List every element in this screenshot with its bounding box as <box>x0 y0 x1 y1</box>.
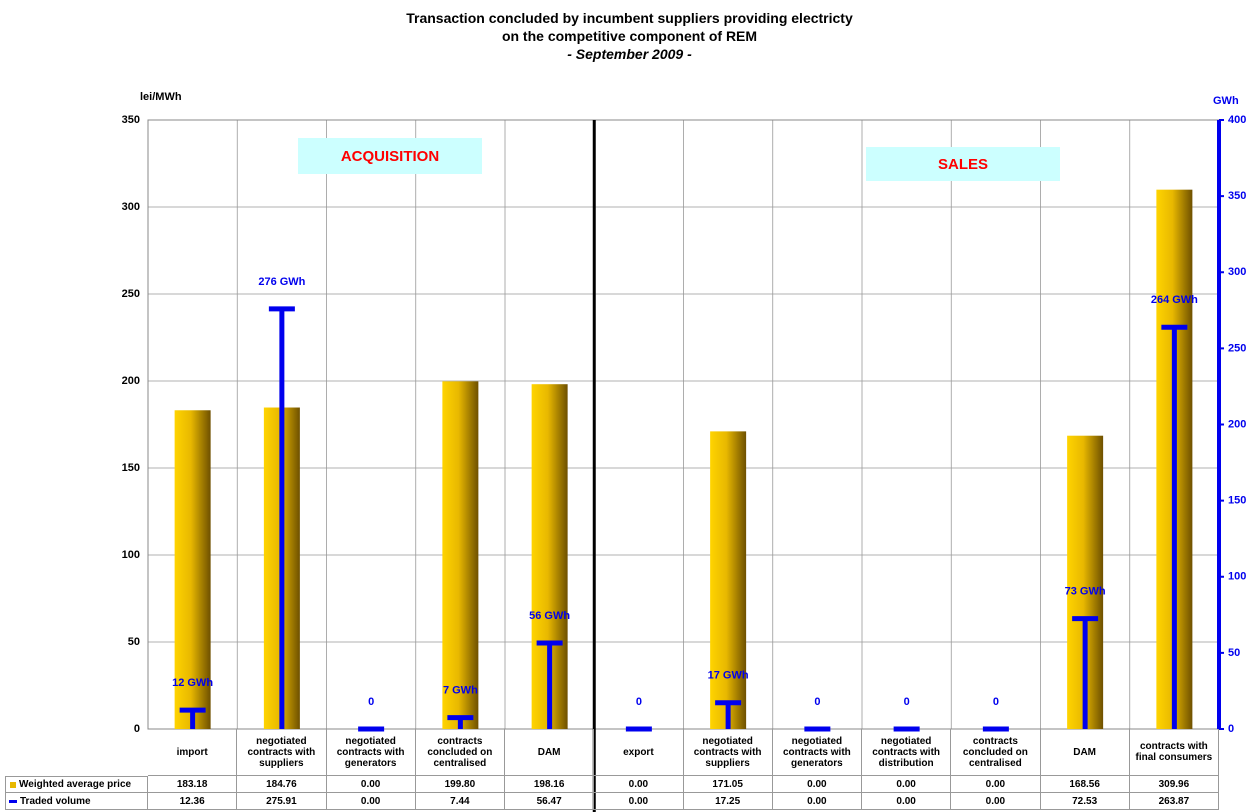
volume-label: 12 GWh <box>172 677 213 689</box>
volume-label: 0 <box>636 696 642 708</box>
table-value: 7.44 <box>415 793 505 810</box>
table-value: 263.87 <box>1129 793 1219 810</box>
chart-title: on the competitive component of REM <box>501 28 758 44</box>
category-label: import <box>148 729 238 776</box>
volume-label: 276 GWh <box>258 276 305 288</box>
legend-entry: Traded volume <box>5 793 148 810</box>
y-tick-label: 300 <box>122 201 140 213</box>
y-axis-label: lei/MWh <box>140 91 182 103</box>
table-value: 0.00 <box>862 793 952 810</box>
y2-tick-label: 100 <box>1228 571 1246 583</box>
volume-label: 0 <box>368 696 374 708</box>
volume-marker <box>179 707 206 729</box>
category-label: negotiated contracts with generators <box>326 729 416 776</box>
y2-tick-label: 50 <box>1228 647 1240 659</box>
y2-tick-label: 200 <box>1228 418 1246 430</box>
legend-label: Weighted average price <box>19 779 132 790</box>
legend-entry: Weighted average price <box>5 776 148 793</box>
legend-label: Traded volume <box>20 795 91 807</box>
volume-label: 0 <box>993 696 999 708</box>
price-bar <box>442 381 479 729</box>
annotation: ACQUISITION <box>298 138 482 174</box>
y-tick-label: 150 <box>122 462 140 474</box>
category-label: contracts concluded on centralised <box>415 729 505 776</box>
category-label: contracts concluded on centralised <box>951 729 1041 776</box>
table-value: 184.76 <box>237 776 327 793</box>
volume-label: 7 GWh <box>443 685 478 697</box>
y-tick-label: 50 <box>128 636 140 648</box>
y-tick-label: 200 <box>122 375 140 387</box>
legend-swatch <box>9 799 17 803</box>
volume-marker <box>1161 324 1188 729</box>
table-value: 0.00 <box>951 776 1041 793</box>
y2-tick-label: 0 <box>1228 723 1234 735</box>
table-value: 72.53 <box>1040 793 1130 810</box>
y2-tick-label: 250 <box>1228 342 1246 354</box>
table-value: 309.96 <box>1129 776 1219 793</box>
table-value: 0.00 <box>772 793 862 810</box>
table-value: 0.00 <box>772 776 862 793</box>
price-bar <box>710 431 747 729</box>
table-value: 0.00 <box>862 776 952 793</box>
volume-marker <box>536 640 563 729</box>
table-value: 12.36 <box>148 793 238 810</box>
table-value: 199.80 <box>415 776 505 793</box>
annotation: SALES <box>866 147 1060 181</box>
y-tick-label: 350 <box>122 114 140 126</box>
y2-tick-label: 350 <box>1228 190 1246 202</box>
volume-label: 0 <box>904 696 910 708</box>
y2-tick-label: 150 <box>1228 495 1246 507</box>
legend-swatch <box>10 781 16 788</box>
table-value: 0.00 <box>951 793 1041 810</box>
table-value: 171.05 <box>683 776 773 793</box>
category-label: DAM <box>1040 729 1130 776</box>
y-tick-label: 100 <box>122 549 140 561</box>
volume-marker <box>447 715 474 729</box>
price-bar <box>174 410 211 729</box>
table-value: 275.91 <box>237 793 327 810</box>
table-value: 183.18 <box>148 776 238 793</box>
category-label: negotiated contracts with suppliers <box>683 729 773 776</box>
table-value: 0.00 <box>594 793 684 810</box>
table-value: 0.00 <box>594 776 684 793</box>
category-label: negotiated contracts with generators <box>772 729 862 776</box>
y2-axis-label: GWh <box>1213 95 1239 107</box>
category-label: negotiated contracts with distribution <box>862 729 952 776</box>
category-label: contracts with final consumers <box>1129 729 1219 776</box>
volume-label: 73 GWh <box>1065 585 1106 597</box>
category-label: export <box>594 729 684 776</box>
volume-marker <box>268 306 295 729</box>
table-value: 198.16 <box>505 776 595 793</box>
volume-label: 56 GWh <box>529 610 570 622</box>
volume-label: 0 <box>814 696 820 708</box>
volume-marker <box>715 700 742 729</box>
table-value: 56.47 <box>505 793 595 810</box>
volume-label: 17 GWh <box>708 670 749 682</box>
chart-title: Transaction concluded by incumbent suppl… <box>406 10 853 26</box>
y-tick-label: 0 <box>134 723 140 735</box>
category-label: DAM <box>505 729 595 776</box>
table-value: 17.25 <box>683 793 773 810</box>
volume-label: 264 GWh <box>1151 294 1198 306</box>
table-value: 168.56 <box>1040 776 1130 793</box>
volume-marker <box>1072 616 1099 729</box>
table-value: 0.00 <box>326 793 416 810</box>
y2-tick-label: 400 <box>1228 114 1246 126</box>
chart-subtitle: - September 2009 - <box>567 46 692 62</box>
y-tick-label: 250 <box>122 288 140 300</box>
table-value: 0.00 <box>326 776 416 793</box>
y2-tick-label: 300 <box>1228 266 1246 278</box>
category-label: negotiated contracts with suppliers <box>237 729 327 776</box>
